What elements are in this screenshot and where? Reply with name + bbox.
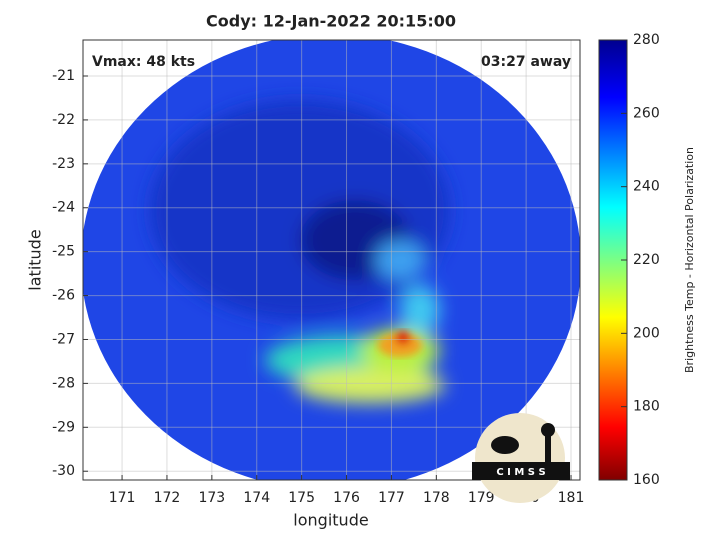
y-tick-label: -29 [52,419,75,435]
x-tick-label: 179 [468,490,495,506]
annotation: Vmax: 48 kts [92,54,195,70]
y-tick-label: -27 [52,331,75,347]
logo-text: C I M S S [496,467,545,478]
colorbar-tick-label: 240 [633,179,660,195]
image [83,40,580,480]
x-tick-label: 171 [109,490,136,506]
colorbar-tick-label: 280 [633,32,660,48]
colorbar-tick-label: 180 [633,399,660,415]
x-tick-label: 173 [198,490,225,506]
axes: 171172173174175176177178179180181-21-22-… [52,40,584,506]
colorbar-tick-label: 200 [633,325,660,341]
annotation: 03:27 away [481,54,571,70]
colorbar-tick-label: 160 [633,472,660,488]
colorbar-tick-label: 260 [633,105,660,121]
logo: C I M S S [472,413,570,503]
x-tick-label: 174 [243,490,270,506]
x-tick-label: 172 [154,490,181,506]
colorbar-tick-label: 220 [633,252,660,268]
y-tick-label: -24 [52,200,75,216]
x-tick-label: 178 [423,490,450,506]
y-tick-label: -23 [52,156,75,172]
x-tick-label: 176 [333,490,360,506]
chart-title: Cody: 12-Jan-2022 20:15:00 [206,12,456,31]
y-tick-label: -21 [52,68,75,84]
x-tick-label: 181 [558,490,585,506]
y-tick-label: -26 [52,288,75,304]
x-tick-label: 177 [378,490,405,506]
y-tick-label: -30 [52,463,75,479]
y-tick-label: -22 [52,112,75,128]
y-tick-label: -28 [52,375,75,391]
y-tick-label: -25 [52,244,75,260]
y-axis-label: latitude [26,229,45,290]
x-axis-label: longitude [293,511,368,530]
x-tick-label: 175 [288,490,315,506]
colorbar-label: Brightness Temp - Horizontal Polarizatio… [683,147,696,373]
plot-frame [82,39,581,481]
